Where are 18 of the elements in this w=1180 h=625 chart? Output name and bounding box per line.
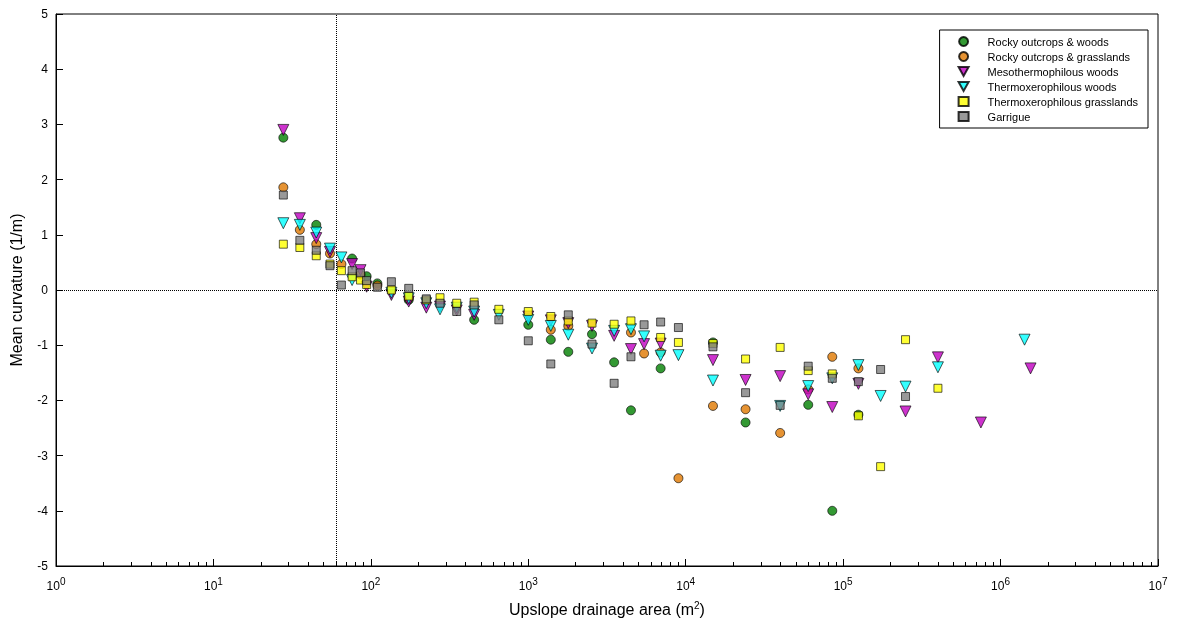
y-tick-label: 2 — [41, 172, 49, 187]
y-tick-label: -3 — [37, 448, 49, 463]
y-tick-label: -4 — [37, 503, 49, 518]
y-tick-label: 5 — [41, 7, 49, 21]
y-tick-label: 0 — [41, 283, 49, 297]
y-tick-label: -2 — [37, 393, 49, 408]
legend-label: Garrigue — [987, 110, 1031, 123]
legend-label: Rocky outcrops & grasslands — [987, 50, 1131, 63]
y-tick-label: 1 — [41, 227, 49, 242]
legend-label: Thermoxerophilous grasslands — [987, 95, 1139, 108]
legend-label: Mesothermophilous woods — [987, 65, 1119, 78]
y-axis-title: Mean curvature (1/m) — [7, 213, 25, 367]
y-tick-label: 3 — [41, 117, 49, 132]
y-tick-label: 4 — [41, 62, 49, 77]
y-tick-label: -1 — [37, 338, 49, 353]
legend-label: Rocky outcrops & woods — [987, 35, 1110, 48]
legend-label: Thermoxerophilous woods — [987, 80, 1118, 93]
y-tick-label: -5 — [37, 559, 49, 573]
